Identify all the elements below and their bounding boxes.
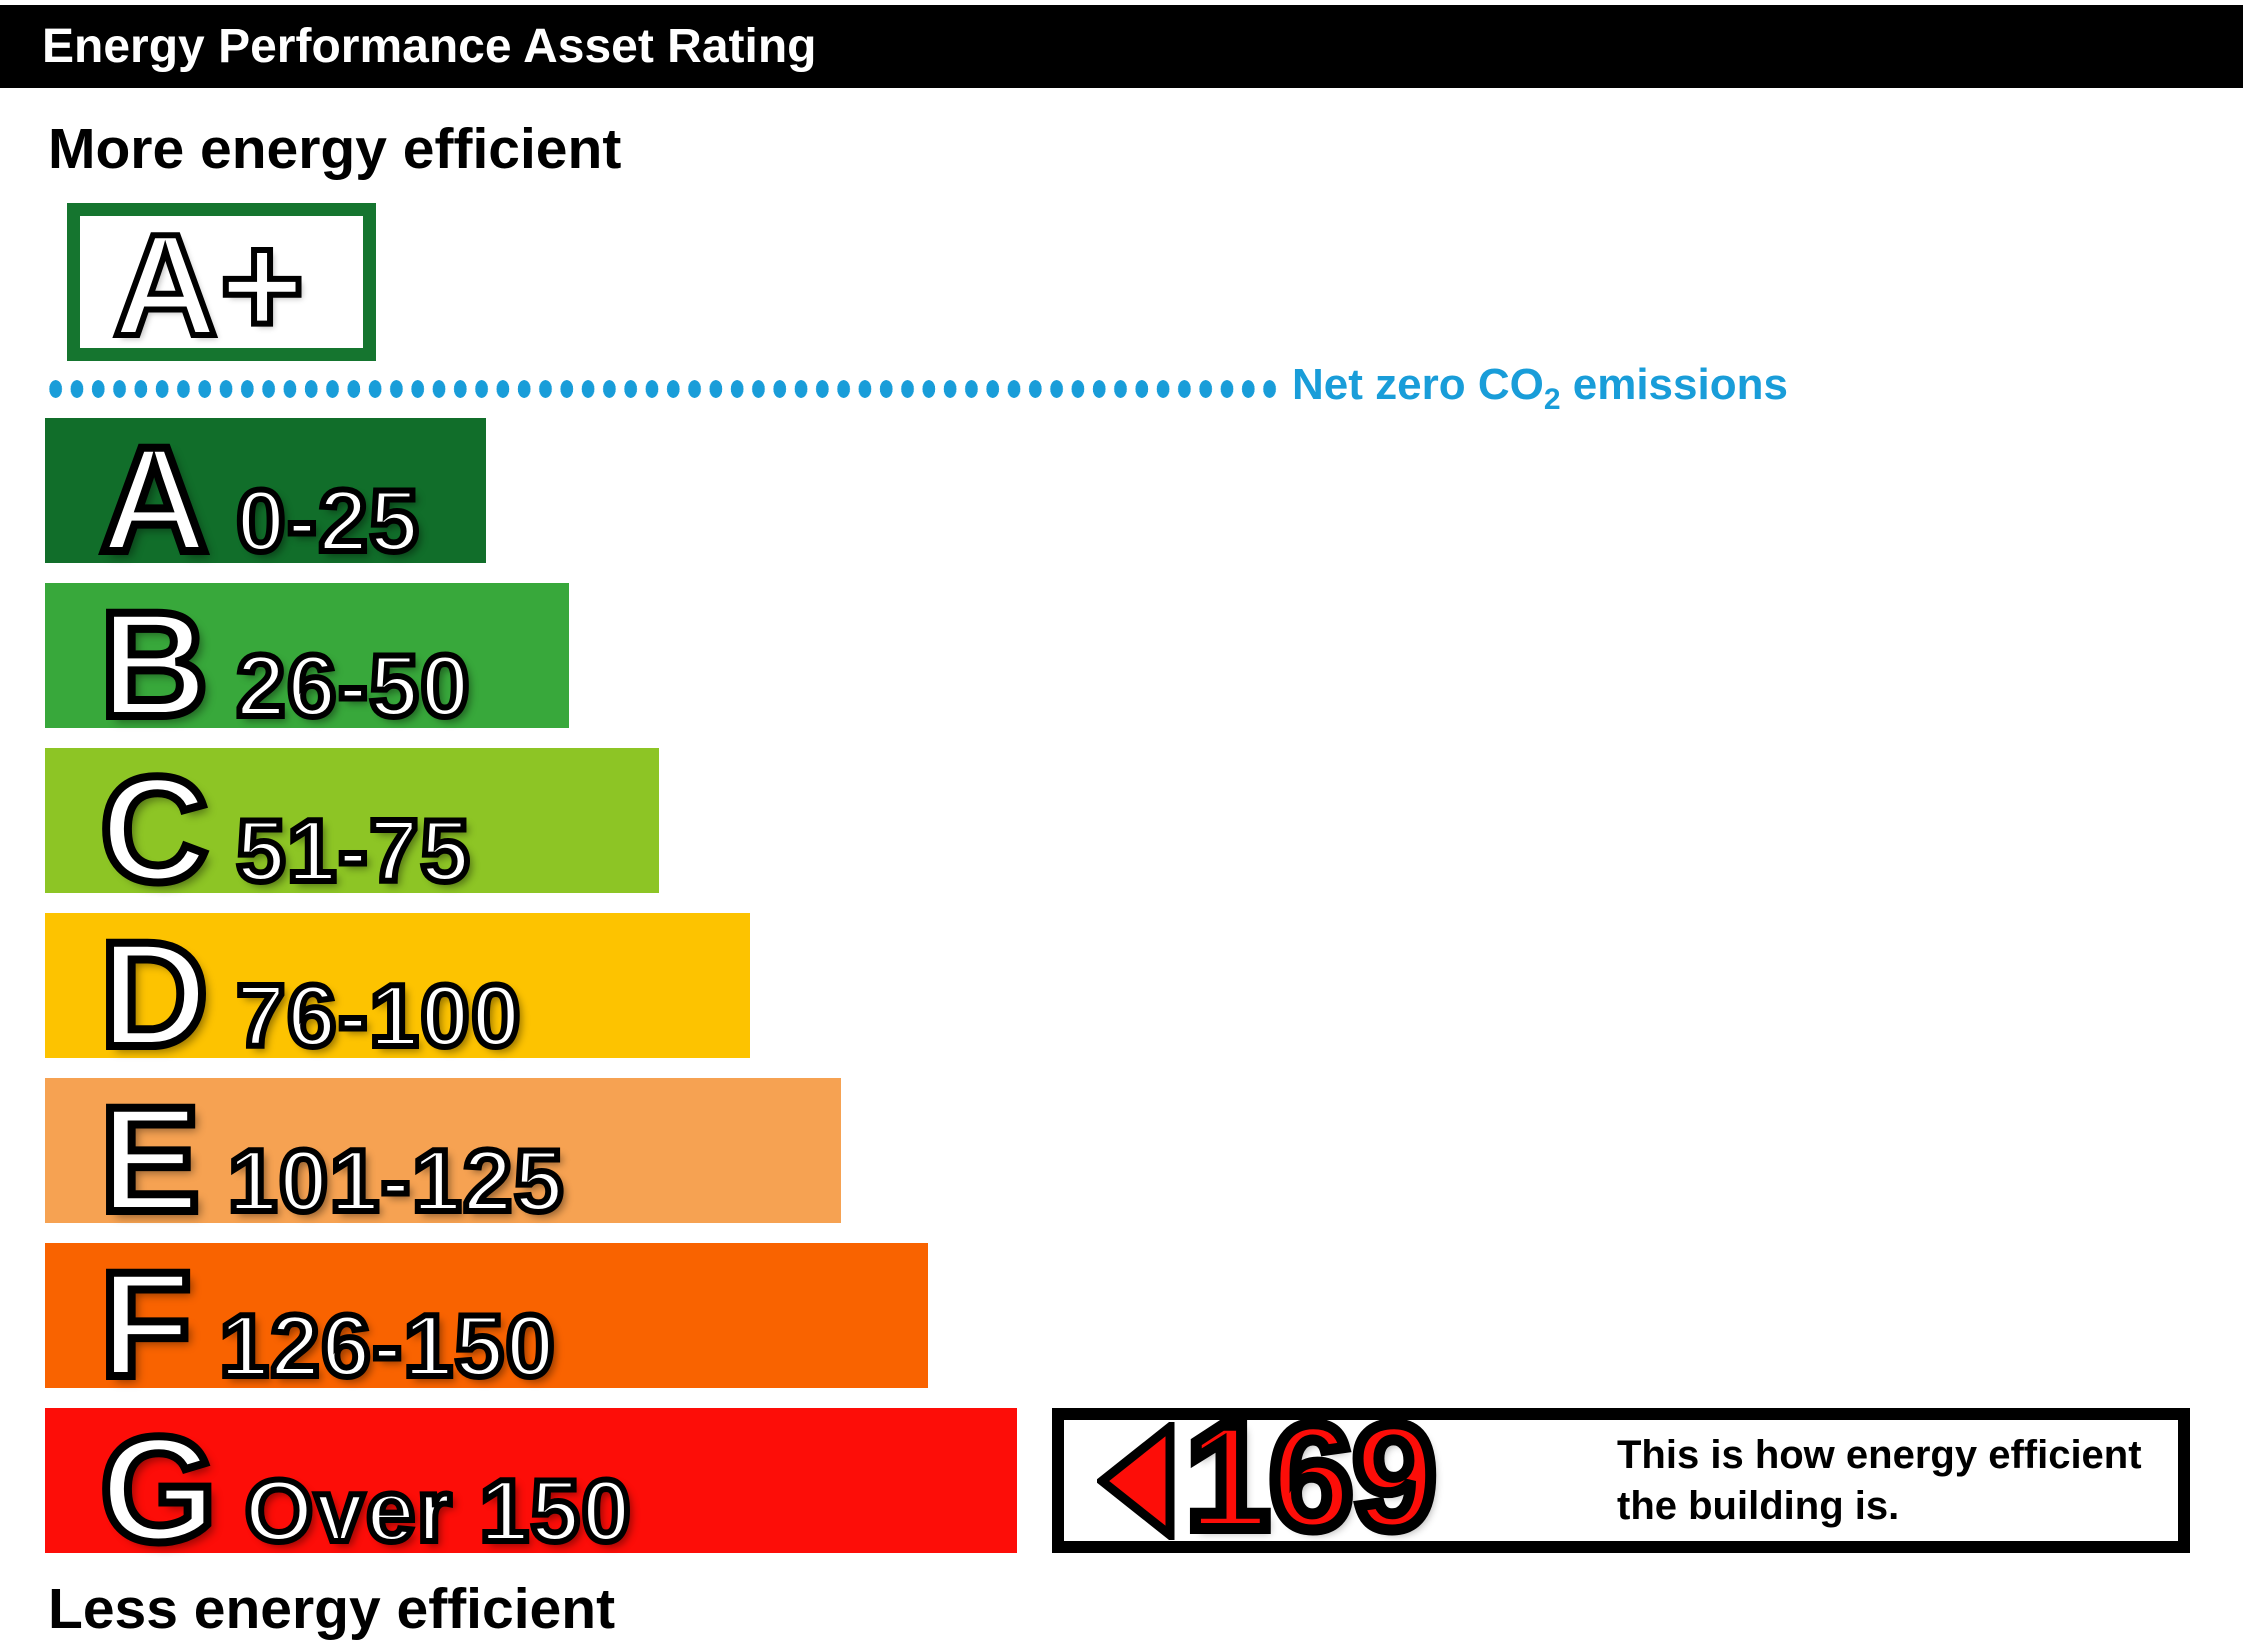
a-plus-label: A+ [110, 203, 307, 366]
band-letter: E [96, 1075, 204, 1243]
band-row: E 101-125 [45, 1078, 841, 1238]
band-letter: G [96, 1405, 221, 1573]
band-range: 101-125 [225, 1131, 566, 1230]
rating-value: 169 [1180, 1392, 1441, 1560]
band-range: Over 150 [242, 1461, 634, 1560]
band-range: 76-100 [233, 966, 523, 1065]
band-row: G Over 150 [45, 1408, 1017, 1568]
band-row: C 51-75 [45, 748, 659, 908]
header-bar: Energy Performance Asset Rating [0, 5, 2243, 88]
band-range: 126-150 [217, 1296, 558, 1395]
more-efficient-label: More energy efficient [48, 117, 622, 181]
band-row: A 0-25 [45, 418, 486, 578]
page-title: Energy Performance Asset Rating [42, 20, 817, 73]
band-letter: D [96, 910, 212, 1078]
band-letter: F [96, 1240, 196, 1408]
net-zero-label: Net zero CO2 emissions [1292, 360, 1788, 414]
band-letter: A [96, 415, 212, 583]
band-row: D 76-100 [45, 913, 750, 1073]
band-range: 51-75 [233, 801, 472, 900]
rating-indicator-box: 169 This is how energy efficient the bui… [1052, 1396, 2190, 1557]
less-efficient-label: Less energy efficient [48, 1577, 616, 1641]
band-range: 0-25 [233, 471, 421, 570]
net-zero-dotted-line [45, 376, 1281, 402]
band-letter: C [96, 745, 212, 913]
rating-arrow-icon [1097, 1421, 1175, 1540]
net-zero-text-pre: Net zero CO [1292, 360, 1544, 409]
rating-description: This is how energy efficient the buildin… [1617, 1430, 2142, 1532]
net-zero-subscript: 2 [1543, 382, 1561, 416]
band-row: B 26-50 [45, 583, 569, 743]
band-row: F 126-150 [45, 1243, 928, 1403]
rating-description-line1: This is how energy efficient [1617, 1432, 2142, 1477]
net-zero-text-post: emissions [1560, 360, 1788, 409]
a-plus-band: A+ [67, 203, 376, 361]
rating-description-line2: the building is. [1617, 1483, 1900, 1528]
band-letter: B [96, 580, 212, 748]
band-range: 26-50 [233, 636, 472, 735]
